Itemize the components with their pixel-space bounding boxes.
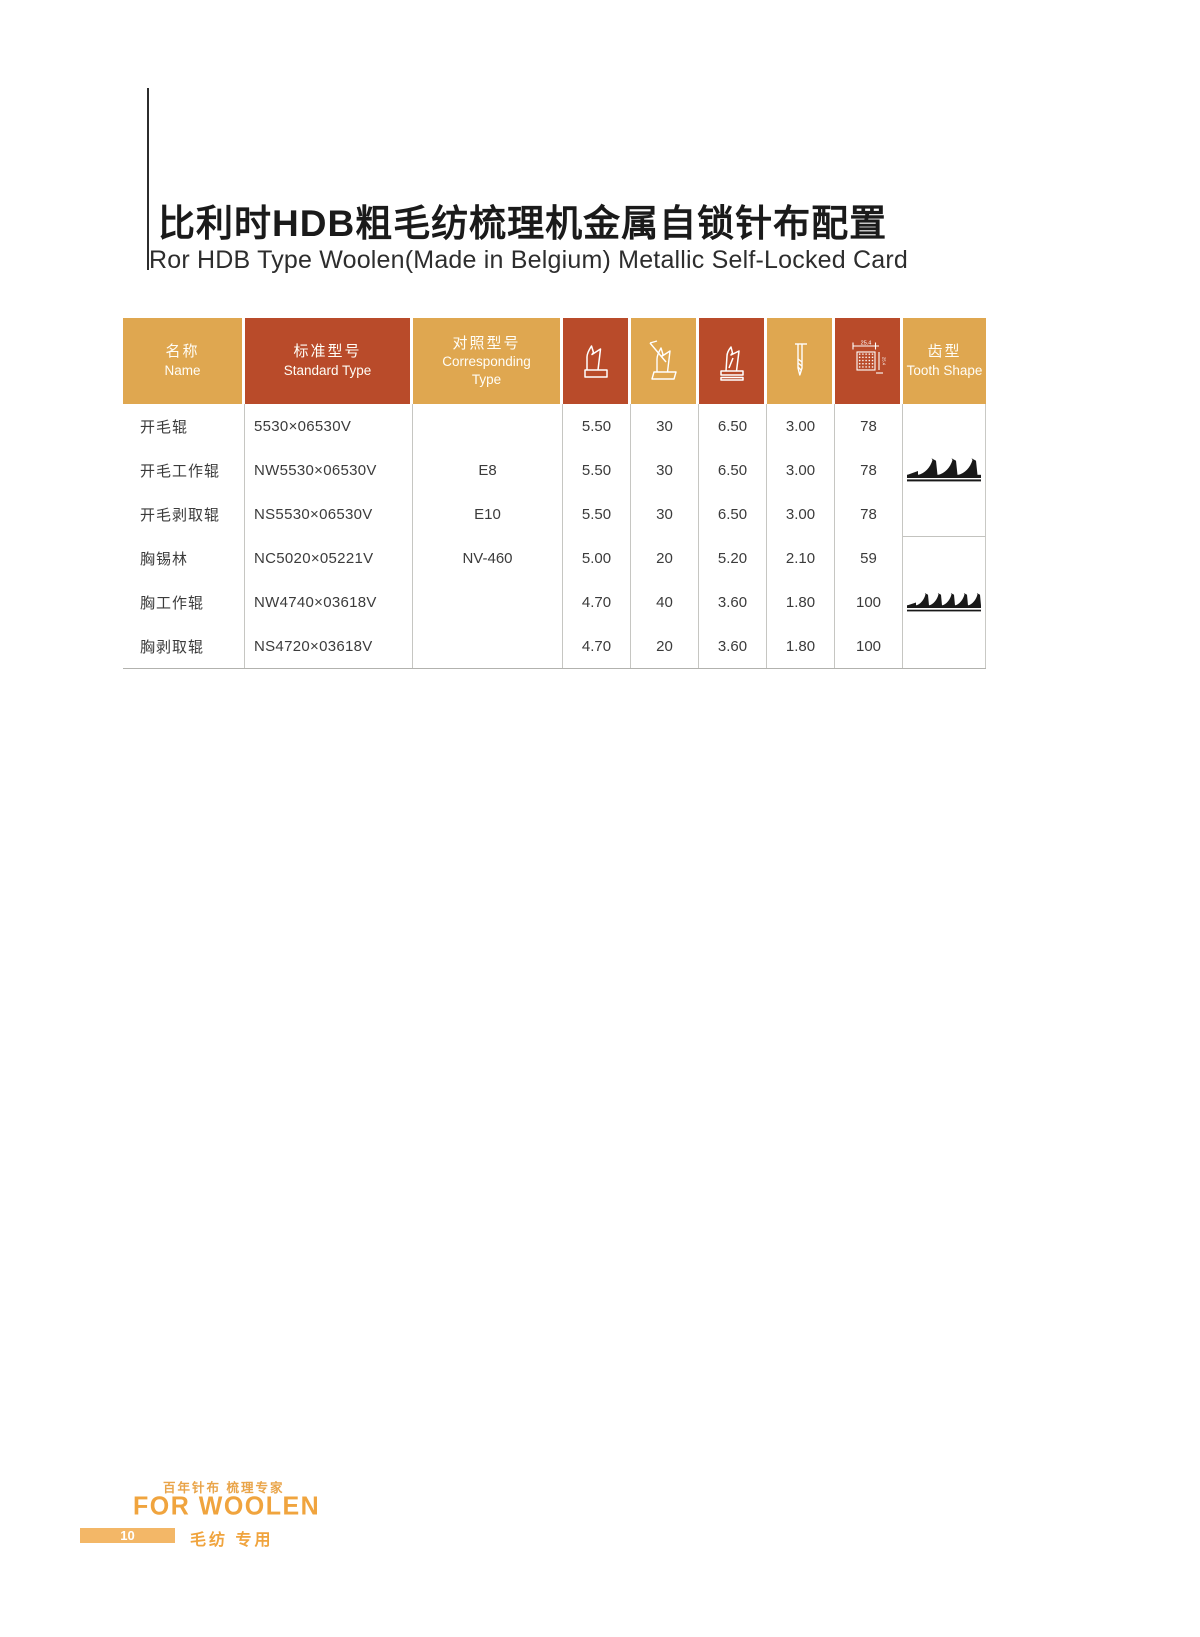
col-header-tooth-zh: 齿型 (927, 343, 962, 361)
col-header-corresponding-zh: 对照型号 (452, 334, 521, 352)
col-header-tooth-en: Tooth Shape (906, 362, 983, 378)
cell-points: 100 (835, 624, 903, 668)
points-dim-label-vertical: 25.4 (881, 357, 886, 366)
cell-points: 78 (835, 448, 903, 492)
col-header-rib-thickness (767, 318, 835, 404)
cell-corresponding-type: NV-460 (413, 536, 563, 580)
tooth-shape-cell-group1 (903, 404, 986, 536)
cell-standard-type: NW4740×03618V (245, 580, 413, 624)
cell-standard-type: NC5020×05221V (245, 536, 413, 580)
cell-rib-thickness: 3.00 (767, 492, 835, 536)
cell-tooth-depth: 3.60 (699, 624, 767, 668)
cell-roller-name: 胸工作辊 (123, 580, 245, 624)
col-header-name: 名称 Name (123, 318, 245, 404)
cell-total-height: 4.70 (563, 580, 631, 624)
col-header-corresponding-en1: Corresponding (442, 354, 531, 370)
cell-roller-name: 胸剥取辊 (123, 624, 245, 668)
cell-tooth-depth: 3.60 (699, 580, 767, 624)
col-header-standard-en: Standard Type (283, 362, 372, 378)
spec-table: 名称 Name 标准型号 Standard Type 对照型号 Correspo… (123, 318, 986, 669)
points-dim-label-horizontal: 25.4 (860, 341, 871, 347)
cell-tooth-depth: 6.50 (699, 492, 767, 536)
total-height-icon (583, 345, 608, 378)
cell-standard-type: NS4720×03618V (245, 624, 413, 668)
cell-roller-name: 开毛剥取辊 (123, 492, 245, 536)
col-header-total-height (563, 318, 631, 404)
cell-tooth-depth: 6.50 (699, 448, 767, 492)
cell-front-angle: 20 (631, 624, 699, 668)
cell-rib-thickness: 1.80 (767, 624, 835, 668)
footer-tagline: 毛纺 专用 (190, 1532, 274, 1549)
cell-total-height: 5.50 (563, 448, 631, 492)
cell-standard-type: NW5530×06530V (245, 448, 413, 492)
cell-corresponding-type: E10 (413, 492, 563, 536)
cell-roller-name: 开毛辊 (123, 404, 245, 448)
col-header-standard-zh: 标准型号 (293, 343, 362, 361)
col-header-front-angle (631, 318, 699, 404)
col-header-corresponding-type: 对照型号 Corresponding Type (413, 318, 563, 404)
cell-standard-type: 5530×06530V (245, 404, 413, 448)
cell-tooth-depth: 5.20 (699, 536, 767, 580)
col-header-standard-type: 标准型号 Standard Type (245, 318, 413, 404)
points-per-square-inch-icon: 25.4 25.4 (851, 341, 886, 374)
cell-corresponding-type: E8 (413, 448, 563, 492)
rib-thickness-icon (794, 343, 807, 376)
cell-rib-thickness: 3.00 (767, 404, 835, 448)
col-header-name-en: Name (164, 362, 201, 378)
col-header-name-zh: 名称 (165, 343, 200, 361)
cell-points: 100 (835, 580, 903, 624)
cell-total-height: 5.00 (563, 536, 631, 580)
cell-rib-thickness: 2.10 (767, 536, 835, 580)
cell-rib-thickness: 1.80 (767, 580, 835, 624)
tooth-depth-icon (719, 346, 744, 381)
cell-front-angle: 40 (631, 580, 699, 624)
cell-front-angle: 20 (631, 536, 699, 580)
cell-total-height: 5.50 (563, 492, 631, 536)
footer-brand-logo: FOR WOOLEN (133, 1491, 321, 1521)
cell-standard-type: NS5530×06530V (245, 492, 413, 536)
front-angle-icon (648, 340, 677, 380)
cell-points: 59 (835, 536, 903, 580)
footer-slogan: 百年针布 梳理专家 (163, 1481, 285, 1495)
page-number: 10 (120, 1528, 135, 1543)
cell-rib-thickness: 3.00 (767, 448, 835, 492)
page-title-chinese: 比利时HDB粗毛纺梳理机金属自锁针布配置 (158, 203, 888, 244)
cell-front-angle: 30 (631, 448, 699, 492)
cell-corresponding-type (413, 580, 563, 624)
tooth-profile-image-fine (907, 593, 981, 612)
cell-roller-name: 开毛工作辊 (123, 448, 245, 492)
cell-front-angle: 30 (631, 492, 699, 536)
col-header-tooth-depth (699, 318, 767, 404)
cell-total-height: 5.50 (563, 404, 631, 448)
cell-corresponding-type (413, 624, 563, 668)
col-header-tooth-shape: 齿型 Tooth Shape (903, 318, 986, 404)
col-header-points-per-inch: 25.4 25.4 (835, 318, 903, 404)
title-vertical-rule (147, 88, 149, 270)
cell-front-angle: 30 (631, 404, 699, 448)
cell-corresponding-type (413, 404, 563, 448)
page-title-english: Ror HDB Type Woolen(Made in Belgium) Met… (149, 246, 909, 274)
tooth-shape-cell-group2 (903, 536, 986, 668)
tooth-profile-image-coarse (907, 458, 981, 482)
cell-points: 78 (835, 404, 903, 448)
page-number-bar: 10 (80, 1528, 175, 1543)
cell-roller-name: 胸锡林 (123, 536, 245, 580)
col-header-corresponding-en2: Type (471, 371, 502, 387)
cell-points: 78 (835, 492, 903, 536)
cell-total-height: 4.70 (563, 624, 631, 668)
cell-tooth-depth: 6.50 (699, 404, 767, 448)
